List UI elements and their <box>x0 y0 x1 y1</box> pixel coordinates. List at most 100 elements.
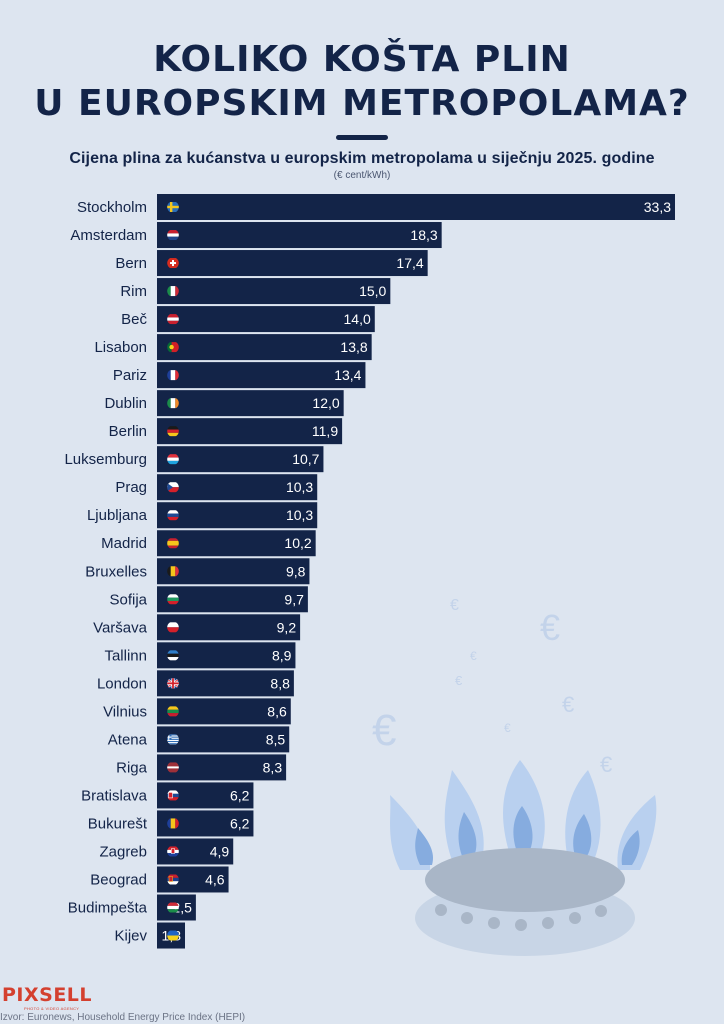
slovenia-flag-icon <box>167 510 179 521</box>
category-label: Beograd <box>90 871 147 888</box>
euro-icon: € <box>372 706 396 755</box>
category-label: Bruxelles <box>85 563 147 580</box>
bulgaria-flag-icon <box>167 594 179 605</box>
bar-rim <box>157 278 391 305</box>
value-label: 33,3 <box>644 199 671 215</box>
austria-flag-icon <box>167 314 179 325</box>
bar-prag <box>157 474 318 501</box>
bar-varšava <box>157 614 301 641</box>
france-flag-icon <box>167 370 179 381</box>
value-label: 13,8 <box>340 339 367 355</box>
value-label: 13,4 <box>334 367 361 383</box>
category-label: Berlin <box>109 423 147 440</box>
value-label: 6,2 <box>230 815 250 831</box>
pixsell-logo: PIXSELL <box>2 984 93 1006</box>
value-label: 8,9 <box>272 647 292 663</box>
bar-stockholm <box>157 194 675 220</box>
value-label: 8,3 <box>263 759 283 775</box>
category-label: Atena <box>108 731 148 748</box>
belgium-flag-icon <box>167 566 179 577</box>
category-label: Beč <box>121 311 147 328</box>
category-label: Pariz <box>113 367 147 384</box>
value-label: 12,0 <box>312 395 339 411</box>
category-label: Bukurešt <box>88 815 148 832</box>
category-label: Ljubljana <box>87 507 148 524</box>
poland-flag-icon <box>167 622 179 633</box>
luxembourg-flag-icon <box>167 454 179 465</box>
latvia-flag-icon <box>167 762 179 773</box>
bar-amsterdam <box>157 222 442 249</box>
value-label: 4,6 <box>205 871 225 887</box>
unit-label: (€ cent/kWh) <box>333 170 391 181</box>
value-label: 8,6 <box>267 703 287 719</box>
euro-icon: € <box>504 721 511 735</box>
euro-icon: € <box>450 597 459 614</box>
category-label: Budimpešta <box>68 900 148 917</box>
category-label: Lisabon <box>94 339 147 356</box>
value-label: 10,3 <box>286 507 313 523</box>
logo-tagline: PHOTO & VIDEO AGENCY <box>24 1006 80 1011</box>
category-label: Varšava <box>93 619 148 636</box>
switzerland-flag-icon <box>167 258 179 269</box>
bar-beč <box>157 306 375 333</box>
value-label: 11,9 <box>312 423 338 439</box>
category-label: Tallinn <box>104 647 147 664</box>
bar-sofija <box>157 586 308 613</box>
bar-bern <box>157 250 428 277</box>
category-label: Sofija <box>109 591 147 608</box>
euro-icon: € <box>470 649 477 663</box>
value-label: 17,4 <box>396 255 423 271</box>
bar-vilnius <box>157 698 291 725</box>
chart-subtitle: Cijena plina za kućanstva u europskim me… <box>69 150 655 167</box>
value-label: 10,3 <box>286 479 313 495</box>
value-label: 8,8 <box>270 675 290 691</box>
estonia-flag-icon <box>167 650 179 661</box>
value-label: 4,9 <box>210 843 230 859</box>
euro-icon: € <box>562 692 574 717</box>
bar-lisabon <box>157 334 372 361</box>
title-line-2: U EUROPSKIM METROPOLAMA? <box>34 83 690 124</box>
portugal-flag-icon <box>167 342 179 353</box>
value-label: 10,2 <box>284 535 311 551</box>
value-label: 8,5 <box>266 731 286 747</box>
value-label: 6,2 <box>230 787 250 803</box>
lithuania-flag-icon <box>167 706 179 717</box>
title-divider <box>336 135 388 140</box>
bar-ljubljana <box>157 502 318 529</box>
category-label: Riga <box>116 759 148 776</box>
euro-icon: € <box>540 607 560 648</box>
romania-flag-icon <box>167 818 179 829</box>
value-label: 14,0 <box>344 311 371 327</box>
value-label: 15,0 <box>359 283 386 299</box>
category-label: London <box>97 675 147 692</box>
bar-tallinn <box>157 642 296 669</box>
value-label: 2,5 <box>172 900 192 916</box>
category-label: Stockholm <box>77 199 147 216</box>
croatia-flag-icon <box>167 846 179 857</box>
value-label: 9,7 <box>284 591 304 607</box>
value-label: 9,8 <box>286 563 306 579</box>
germany-flag-icon <box>167 426 179 437</box>
bar-atena <box>157 726 290 753</box>
bar-bruxelles <box>157 558 310 585</box>
bar-pariz <box>157 362 366 389</box>
bar-madrid <box>157 530 316 557</box>
euro-icon: € <box>600 752 612 777</box>
bar-dublin <box>157 390 344 417</box>
category-label: Bratislava <box>81 787 148 804</box>
hungary-flag-icon <box>167 902 179 913</box>
bar-london <box>157 670 294 697</box>
value-label: 9,2 <box>277 619 297 635</box>
ukraine-flag-icon <box>167 930 179 941</box>
category-label: Rim <box>120 283 147 300</box>
category-label: Madrid <box>101 535 147 552</box>
slovakia-flag-icon <box>167 790 179 801</box>
flame-icon <box>390 760 657 870</box>
value-label: 18,3 <box>410 227 437 243</box>
greece-flag-icon <box>167 734 179 745</box>
bar-berlin <box>157 418 343 445</box>
category-label: Prag <box>115 479 147 496</box>
category-label: Kijev <box>114 928 147 945</box>
